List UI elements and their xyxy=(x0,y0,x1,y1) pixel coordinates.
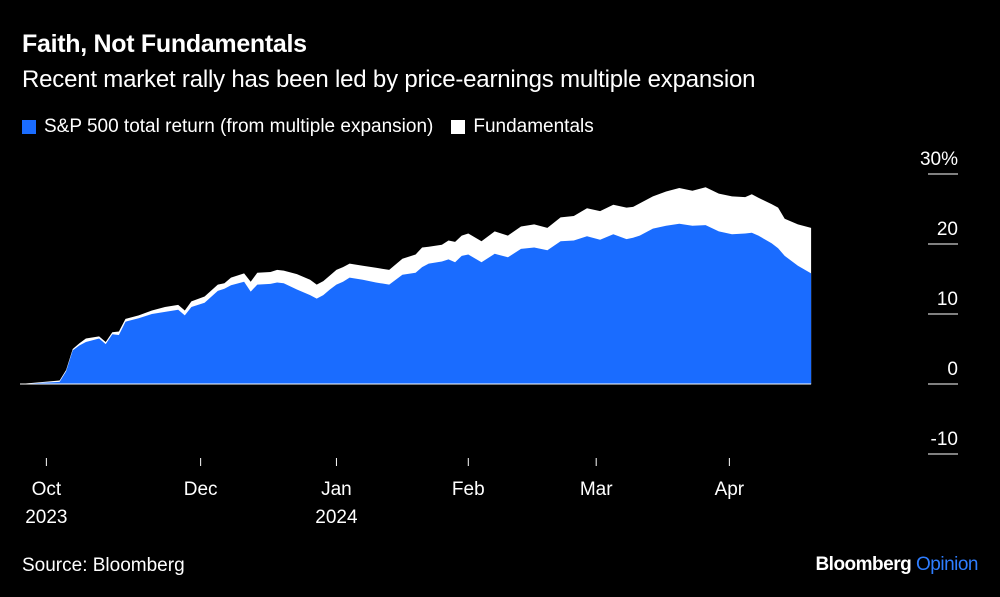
x-tick-label: Jan xyxy=(321,479,352,500)
legend: S&P 500 total return (from multiple expa… xyxy=(22,116,612,138)
y-tick-label: 0 xyxy=(947,359,958,380)
x-tick-label: Mar xyxy=(580,479,613,500)
source-note: Source: Bloomberg xyxy=(22,555,185,576)
legend-label-fundamentals: Fundamentals xyxy=(473,116,594,137)
brand-name: Bloomberg xyxy=(815,554,912,575)
legend-swatch-multiple xyxy=(22,120,36,134)
legend-swatch-fundamentals xyxy=(451,120,466,134)
y-tick-label: 30% xyxy=(920,149,958,170)
x-tick-label: Dec xyxy=(184,479,218,500)
y-tick-label: -10 xyxy=(931,429,958,450)
legend-entry-fundamentals: Fundamentals xyxy=(451,116,594,138)
x-tick-year-label: 2024 xyxy=(315,507,358,528)
x-tick-label: Feb xyxy=(452,479,485,500)
area-multiple-expansion xyxy=(20,223,812,384)
x-tick-year-label: 2023 xyxy=(25,507,67,528)
legend-entry-multiple: S&P 500 total return (from multiple expa… xyxy=(22,116,433,138)
y-tick-label: 10 xyxy=(937,289,958,310)
brand-logo: Bloomberg Opinion xyxy=(815,554,978,576)
brand-suffix: Opinion xyxy=(916,554,979,575)
x-tick-label: Oct xyxy=(32,479,62,500)
legend-label-multiple: S&P 500 total return (from multiple expa… xyxy=(44,116,434,137)
y-tick-label: 20 xyxy=(937,219,958,240)
x-tick-label: Apr xyxy=(715,479,745,500)
chart-subtitle: Recent market rally has been led by pric… xyxy=(22,66,756,93)
chart-title: Faith, Not Fundamentals xyxy=(22,30,307,58)
